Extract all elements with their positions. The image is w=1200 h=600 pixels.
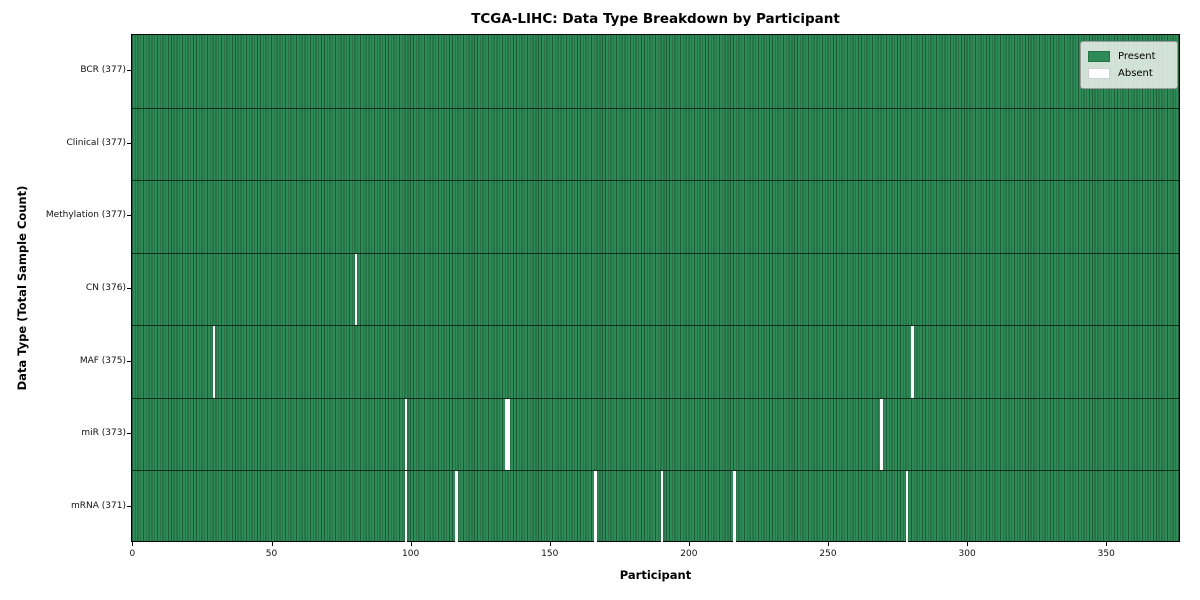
- heatmap-row-clinical: [132, 107, 1179, 181]
- heatmap-row-mrna: [132, 470, 1179, 543]
- heatmap-row-bcr: [132, 35, 1179, 108]
- absent-cell-maf-29: [212, 326, 216, 398]
- x-tick-mark: [967, 542, 969, 546]
- y-tick-mark: [127, 360, 131, 362]
- y-tick-mark: [127, 433, 131, 435]
- x-tick-mark: [828, 542, 829, 546]
- x-tick-label: 350: [1097, 549, 1115, 559]
- absent-cell-mir-269: [880, 398, 884, 471]
- y-tick-label: CN (376): [85, 283, 126, 293]
- x-tick-mark: [410, 542, 412, 546]
- absent-cell-mir-135: [507, 398, 511, 471]
- legend: Present Absent: [1080, 41, 1178, 89]
- x-tick-mark: [271, 542, 273, 546]
- x-tick-mark: [1106, 542, 1108, 546]
- x-tick-label: 300: [958, 549, 976, 559]
- legend-swatch-absent: [1088, 68, 1110, 79]
- absent-cell-maf-280: [911, 326, 914, 398]
- absent-cell-mrna-216: [733, 471, 736, 543]
- absent-cell-cn-80: [354, 253, 358, 326]
- y-tick-label: Clinical (377): [66, 137, 126, 148]
- heatmap-row-cn: [132, 252, 1179, 326]
- heatmap-row-mir: [132, 397, 1179, 471]
- y-tick-label: BCR (377): [80, 65, 126, 76]
- legend-item-absent: Absent: [1088, 65, 1169, 82]
- x-tick-label: 200: [680, 549, 698, 559]
- absent-cell-mrna-166: [593, 471, 597, 543]
- absent-cell-mir-98: [404, 398, 408, 471]
- legend-swatch-present: [1088, 51, 1110, 62]
- y-tick-label: miR (373): [81, 428, 126, 439]
- x-tick-label: 250: [819, 549, 837, 559]
- x-tick-label: 0: [129, 549, 136, 559]
- chart-title: TCGA-LIHC: Data Type Breakdown by Partic…: [471, 11, 840, 27]
- x-tick-mark: [688, 542, 690, 546]
- x-tick-mark: [549, 542, 551, 546]
- y-tick-label: MAF (375): [79, 355, 126, 366]
- y-tick-mark: [127, 70, 131, 72]
- y-tick-mark: [127, 215, 131, 217]
- legend-item-present: Present: [1088, 48, 1169, 65]
- absent-cell-mrna-190: [660, 471, 664, 543]
- heatmap-row-methylation: [132, 180, 1179, 253]
- x-tick-label: 150: [541, 549, 559, 559]
- heatmap-row-maf: [132, 325, 1179, 398]
- legend-label: Absent: [1118, 68, 1153, 79]
- absent-cell-mrna-116: [454, 471, 458, 543]
- absent-cell-mrna-278: [905, 471, 909, 543]
- heatmap-plot-area: [131, 34, 1180, 543]
- y-tick-label: mRNA (371): [71, 500, 126, 511]
- y-axis-label: Data Type (Total Sample Count): [15, 185, 29, 391]
- x-tick-label: 50: [265, 549, 278, 559]
- y-tick-mark: [127, 288, 131, 289]
- absent-cell-mrna-98: [404, 471, 408, 543]
- y-tick-mark: [127, 505, 131, 507]
- x-tick-label: 100: [402, 549, 420, 559]
- y-tick-mark: [127, 142, 131, 144]
- x-axis-label: Participant: [619, 568, 692, 582]
- y-tick-label: Methylation (377): [45, 210, 126, 221]
- absent-cell-mir-134: [504, 398, 508, 471]
- x-tick-mark: [132, 542, 134, 546]
- legend-label: Present: [1118, 51, 1156, 62]
